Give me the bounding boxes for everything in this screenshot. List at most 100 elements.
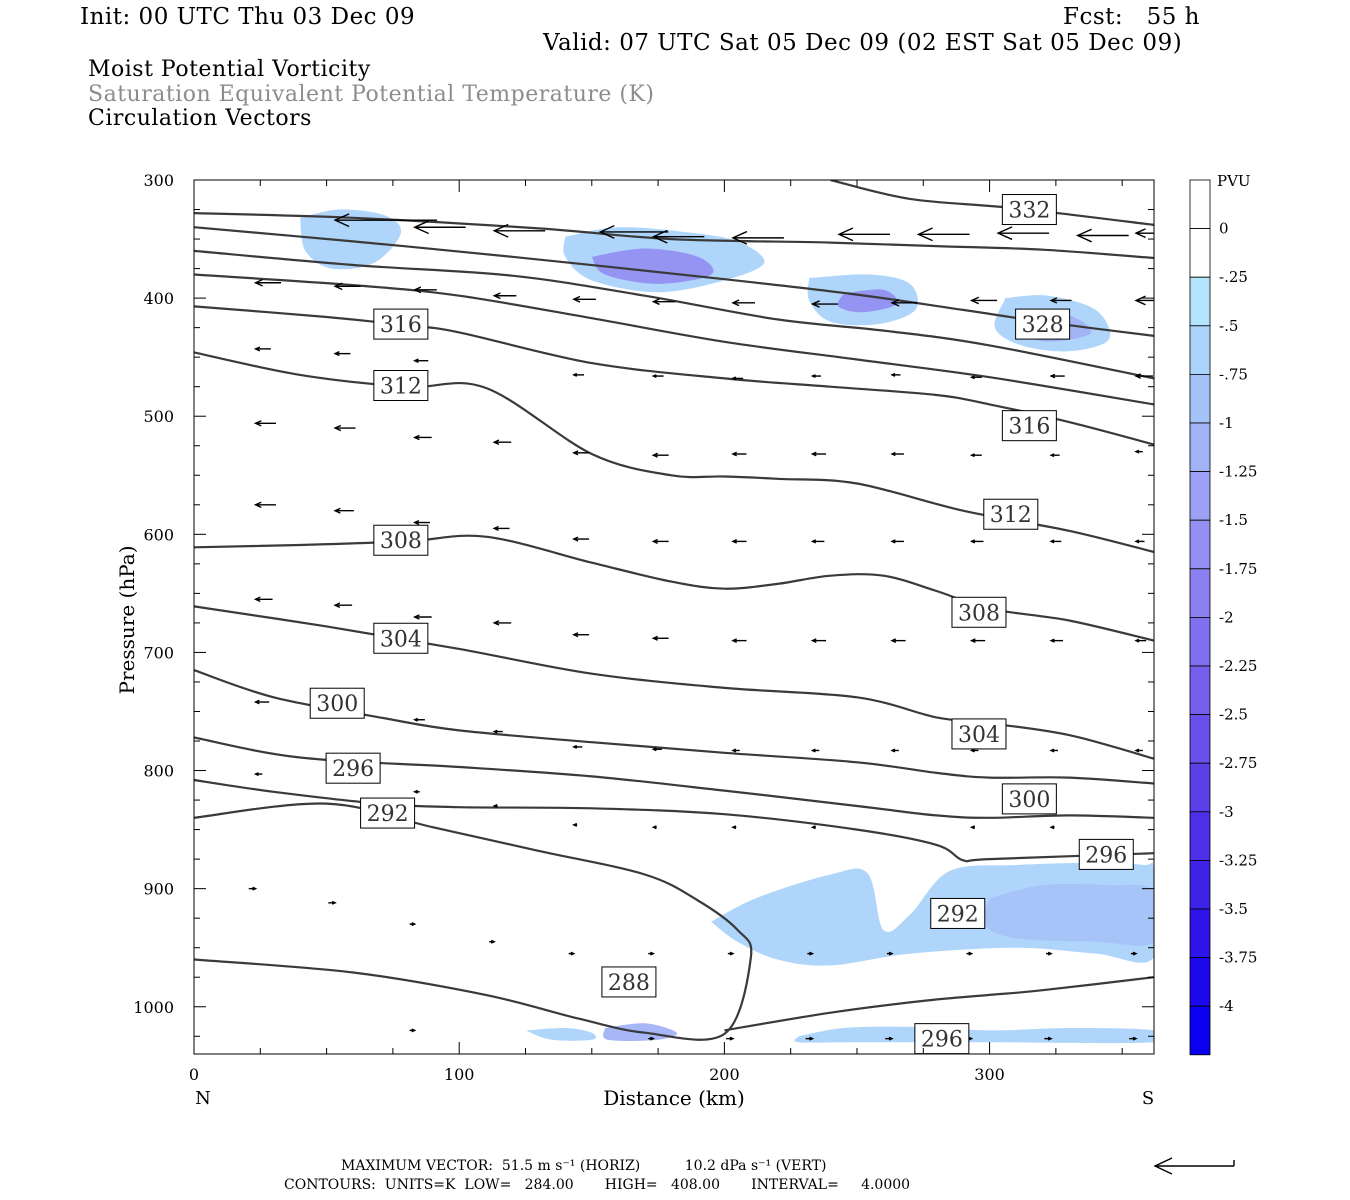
contour-label-text: 332 bbox=[1008, 199, 1050, 224]
circulation-vector bbox=[412, 614, 432, 620]
colorbar-label: -.5 bbox=[1219, 317, 1238, 335]
vector-head bbox=[810, 825, 816, 830]
vector-head bbox=[1132, 951, 1138, 956]
vector-head bbox=[572, 536, 579, 542]
contour-label: 332 bbox=[1001, 194, 1057, 226]
circulation-vector bbox=[969, 539, 984, 544]
vector-head bbox=[1132, 1036, 1138, 1041]
vector-head bbox=[253, 596, 261, 603]
circulation-vector bbox=[890, 298, 918, 307]
contour-label: 304 bbox=[373, 622, 429, 654]
vector-head bbox=[969, 539, 976, 544]
contour-336 bbox=[830, 180, 1154, 226]
contour-label-box bbox=[1078, 838, 1134, 870]
vector-head bbox=[650, 951, 656, 956]
vector-head bbox=[333, 507, 341, 514]
circulation-vector bbox=[969, 638, 986, 643]
vector-head bbox=[890, 638, 897, 643]
contour-label-text: 296 bbox=[1085, 843, 1127, 868]
vector-head bbox=[810, 638, 817, 643]
vector-head bbox=[916, 227, 933, 242]
circulation-vector bbox=[412, 789, 420, 794]
vector-head bbox=[651, 635, 658, 641]
vector-head bbox=[492, 439, 500, 445]
colorbar-swatch bbox=[1189, 860, 1211, 910]
circulation-vector bbox=[492, 803, 498, 808]
colorbar-swatch bbox=[1189, 373, 1211, 424]
colorbar-label: -3.25 bbox=[1219, 851, 1257, 869]
circulation-vector bbox=[886, 951, 894, 956]
vector-head bbox=[968, 1036, 974, 1041]
vector-head bbox=[1049, 539, 1055, 544]
vector-head bbox=[412, 358, 419, 364]
vector-head bbox=[996, 226, 1013, 241]
circulation-vector bbox=[651, 229, 705, 244]
contour-label-box bbox=[1001, 194, 1057, 226]
circulation-vector bbox=[731, 638, 747, 643]
circulation-vector bbox=[412, 286, 437, 294]
contour-label-text: 328 bbox=[1022, 313, 1064, 338]
circulation-vector bbox=[412, 717, 425, 722]
vector-head bbox=[888, 1036, 894, 1041]
pv-region bbox=[525, 1027, 596, 1041]
south-label: S bbox=[1142, 1088, 1154, 1109]
vector-head bbox=[333, 602, 341, 608]
vector-head bbox=[253, 346, 261, 352]
circulation-vector bbox=[1049, 638, 1064, 643]
vector-head bbox=[492, 525, 499, 531]
vector-head bbox=[1134, 539, 1140, 544]
vector-head bbox=[810, 539, 817, 544]
circulation-vector bbox=[885, 1036, 894, 1041]
circulation-vector bbox=[731, 748, 740, 753]
circulation-vector bbox=[810, 374, 821, 379]
contour-label-box bbox=[373, 524, 429, 556]
vector-head bbox=[729, 1036, 735, 1041]
pv-region bbox=[837, 289, 898, 313]
circulation-vector bbox=[328, 900, 337, 905]
circulation-vector bbox=[253, 346, 271, 352]
circulation-vector bbox=[1075, 228, 1129, 243]
vector-head bbox=[731, 230, 748, 245]
contour-label-box bbox=[951, 718, 1007, 750]
contour-308 bbox=[194, 534, 1154, 642]
x-tick-label: 300 bbox=[974, 1065, 1005, 1084]
circulation-vector bbox=[916, 227, 970, 242]
contour-288 bbox=[194, 802, 753, 1041]
vector-head bbox=[1047, 951, 1053, 956]
colorbar-label: -3 bbox=[1219, 803, 1234, 821]
vector-head bbox=[969, 825, 975, 830]
circulation-vector bbox=[810, 300, 838, 308]
y-tick-label: 300 bbox=[143, 171, 174, 190]
vector-head bbox=[650, 1036, 656, 1041]
circulation-vector bbox=[726, 1036, 735, 1041]
contour-label-text: 308 bbox=[958, 601, 1000, 626]
contour-label-text: 308 bbox=[380, 529, 422, 554]
colorbar-swatch bbox=[1189, 1005, 1211, 1056]
contour-label: 312 bbox=[373, 370, 429, 402]
contour-label-text: 296 bbox=[921, 1028, 963, 1053]
colorbar-swatch bbox=[1189, 957, 1211, 1007]
colorbar-swatch bbox=[1189, 568, 1211, 618]
colorbar-label: -.25 bbox=[1219, 268, 1248, 286]
contour-label-box bbox=[951, 596, 1007, 628]
circulation-vector bbox=[492, 729, 503, 734]
vector-head bbox=[731, 451, 738, 457]
circulation-vector bbox=[409, 922, 417, 927]
contour-label: 292 bbox=[930, 897, 986, 929]
circulation-vector bbox=[890, 638, 906, 643]
circulation-vector bbox=[333, 351, 351, 357]
vector-head bbox=[492, 803, 498, 808]
circulation-vector bbox=[648, 1036, 656, 1041]
colorbar-label: -2.75 bbox=[1219, 754, 1257, 772]
circulation-vector bbox=[1046, 951, 1053, 956]
contour-label-text: 304 bbox=[958, 723, 1000, 748]
contour-label: 292 bbox=[360, 797, 416, 829]
y-axis-label: Pressure (hPa) bbox=[115, 546, 139, 695]
x-tick-label: 0 bbox=[189, 1065, 199, 1084]
circulation-vector bbox=[1049, 373, 1065, 379]
contour-label: 296 bbox=[914, 1023, 970, 1055]
circulation-vector bbox=[572, 632, 590, 638]
circulation-vector bbox=[333, 424, 356, 432]
contour-label: 316 bbox=[373, 308, 429, 340]
contour-label-box bbox=[309, 687, 365, 719]
